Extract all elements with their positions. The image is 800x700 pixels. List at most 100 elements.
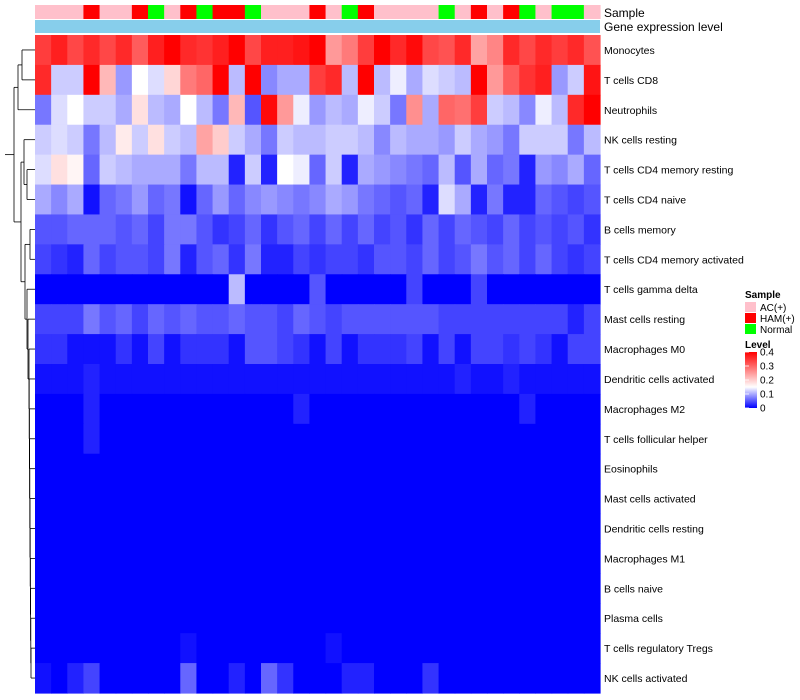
heatmap-cell (454, 244, 472, 275)
heatmap-cell (196, 513, 214, 545)
heatmap-cell (99, 304, 117, 335)
heatmap-cell (406, 513, 424, 545)
sample-annotation-cell (519, 5, 537, 19)
heatmap-cell (67, 214, 85, 245)
row-label: T cells CD4 memory resting (604, 165, 733, 177)
heatmap-cell (164, 513, 181, 545)
heatmap-cell (535, 64, 553, 96)
heatmap-cell (487, 573, 504, 604)
heatmap-cell (83, 453, 101, 485)
heatmap-cell (148, 64, 165, 96)
heatmap-cell (293, 543, 311, 574)
heatmap-cell (535, 184, 553, 216)
heatmap-cell (551, 304, 569, 335)
heatmap-cell (357, 603, 375, 634)
row-label: T cells CD4 memory activated (604, 254, 744, 266)
heatmap-cell (583, 543, 601, 574)
row-label: Eosinophils (604, 464, 658, 476)
heatmap-cell (148, 304, 165, 335)
heatmap-cell (148, 513, 165, 545)
heatmap-cell (406, 214, 424, 245)
heatmap-cell (325, 453, 343, 485)
sample-annotation-cell (35, 5, 52, 19)
heatmap-cell (357, 393, 375, 425)
heatmap-cell (503, 244, 520, 275)
heatmap-cell (470, 483, 488, 515)
heatmap-cell (67, 543, 85, 574)
heatmap-cell (567, 244, 585, 275)
heatmap-cell (487, 633, 504, 664)
heatmap-cell (470, 364, 488, 395)
heatmap-cell (390, 154, 407, 186)
heatmap-cell (470, 154, 488, 186)
heatmap-cell (309, 304, 327, 335)
heatmap-cell (567, 124, 585, 156)
heatmap-cell (131, 304, 149, 335)
heatmap-cell (164, 244, 181, 275)
heatmap-cell (261, 453, 278, 485)
heatmap-cell (244, 124, 262, 156)
row-dendrogram (5, 49, 35, 679)
heatmap-cell (438, 453, 456, 485)
heatmap-cell (196, 124, 214, 156)
heatmap-cell (487, 35, 504, 66)
heatmap-cell (67, 603, 85, 634)
heatmap-cell (551, 64, 569, 96)
sample-annotation-cell (470, 5, 488, 19)
heatmap-cell (503, 274, 520, 305)
heatmap-cell (438, 543, 456, 574)
heatmap-cell (309, 154, 327, 186)
heatmap-cell (357, 94, 375, 126)
heatmap-cell (51, 304, 68, 335)
heatmap-cell (438, 663, 456, 694)
heatmap-cell (325, 573, 343, 604)
heatmap-cell (180, 603, 198, 634)
heatmap-cell (406, 663, 424, 694)
heatmap-cell (164, 214, 181, 245)
heatmap-cell (67, 423, 85, 455)
heatmap-cell (487, 184, 504, 216)
heatmap-cell (35, 663, 52, 694)
heatmap-cell (277, 184, 294, 216)
heatmap-cell (551, 663, 569, 694)
heatmap-cell (244, 64, 262, 96)
heatmap-cell (148, 244, 165, 275)
sample-annotation-cell (454, 5, 472, 19)
heatmap-cell (422, 304, 440, 335)
heatmap-cell (551, 124, 569, 156)
heatmap-cell (180, 393, 198, 425)
heatmap-cell (438, 513, 456, 545)
heatmap-cell (422, 483, 440, 515)
heatmap-cell (519, 274, 537, 305)
heatmap-cell (470, 274, 488, 305)
heatmap-cell (390, 304, 407, 335)
heatmap-cell (244, 214, 262, 245)
heatmap-cell (196, 94, 214, 126)
heatmap-cell (148, 364, 165, 395)
heatmap-cell (357, 364, 375, 395)
heatmap-cell (454, 633, 472, 664)
heatmap-cell (212, 244, 230, 275)
heatmap-cell (470, 663, 488, 694)
heatmap-cell (567, 334, 585, 365)
row-labels: Monocytes T cells CD8 Neutrophils NK cells … (604, 45, 744, 685)
heatmap-cell (487, 304, 504, 335)
heatmap-cell (180, 334, 198, 365)
heatmap-cell (406, 94, 424, 126)
heatmap-cell (551, 364, 569, 395)
heatmap-cell (341, 543, 359, 574)
heatmap-cell (99, 453, 117, 485)
heatmap-cell (341, 453, 359, 485)
heatmap-cell (583, 573, 601, 604)
heatmap-cell (131, 393, 149, 425)
heatmap-cell (551, 543, 569, 574)
heatmap-cell (35, 364, 52, 395)
heatmap-cell (357, 513, 375, 545)
heatmap-cell (99, 513, 117, 545)
column-annotations (35, 5, 601, 33)
heatmap-cell (583, 64, 601, 96)
heatmap-cell (535, 573, 553, 604)
heatmap-cell (67, 393, 85, 425)
heatmap-cell (99, 364, 117, 395)
heatmap-cell (309, 334, 327, 365)
